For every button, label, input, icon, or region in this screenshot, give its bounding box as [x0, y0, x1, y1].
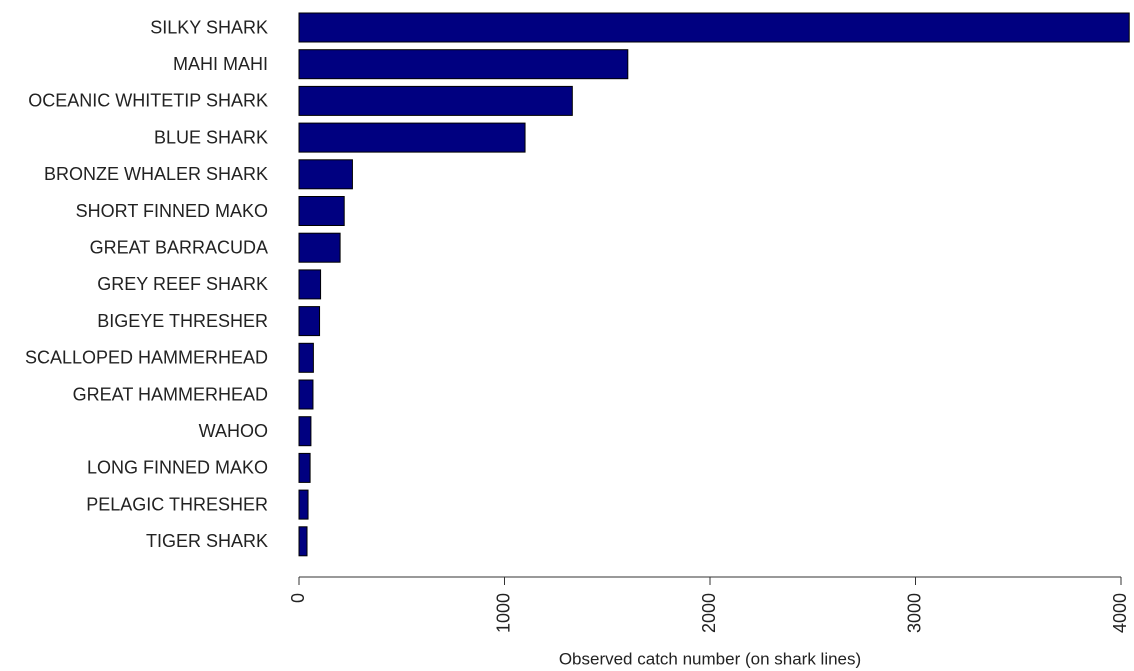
y-tick-label: GREAT BARRACUDA: [90, 237, 268, 257]
bar: [298, 342, 314, 373]
x-axis-title: Observed catch number (on shark lines): [559, 649, 861, 668]
bar: [298, 269, 322, 300]
x-tick-label: 4000: [1110, 593, 1130, 633]
x-tick-label: 2000: [699, 593, 719, 633]
x-tick-label: 0: [288, 593, 308, 603]
y-tick-label: SCALLOPED HAMMERHEAD: [25, 348, 268, 368]
y-tick-label: BIGEYE THRESHER: [97, 311, 268, 331]
y-tick-label: GREY REEF SHARK: [97, 274, 268, 294]
y-tick-label: LONG FINNED MAKO: [87, 458, 268, 478]
bar: [298, 379, 314, 410]
y-tick-label: BLUE SHARK: [154, 127, 268, 147]
y-tick-label: TIGER SHARK: [146, 531, 268, 551]
bar: [298, 452, 311, 483]
bar: [298, 159, 353, 190]
bar: [298, 49, 629, 80]
y-tick-label: MAHI MAHI: [173, 54, 268, 74]
y-tick-label: BRONZE WHALER SHARK: [44, 164, 268, 184]
bar: [298, 489, 309, 520]
bar: [298, 196, 345, 226]
y-tick-label: SILKY SHARK: [150, 17, 268, 37]
y-tick-label: GREAT HAMMERHEAD: [73, 384, 268, 404]
x-tick-label: 3000: [904, 593, 924, 633]
bar: [298, 12, 1130, 43]
bar: [298, 306, 321, 337]
y-tick-label: WAHOO: [199, 421, 268, 441]
bar: [298, 232, 341, 263]
y-tick-label: SHORT FINNED MAKO: [76, 201, 268, 221]
bar: [298, 416, 312, 447]
x-tick-label: 1000: [493, 593, 513, 633]
bar: [298, 85, 573, 116]
bar: [298, 122, 526, 153]
y-tick-label: PELAGIC THRESHER: [86, 494, 268, 514]
y-tick-label: OCEANIC WHITETIP SHARK: [28, 91, 268, 111]
bar: [298, 526, 308, 557]
